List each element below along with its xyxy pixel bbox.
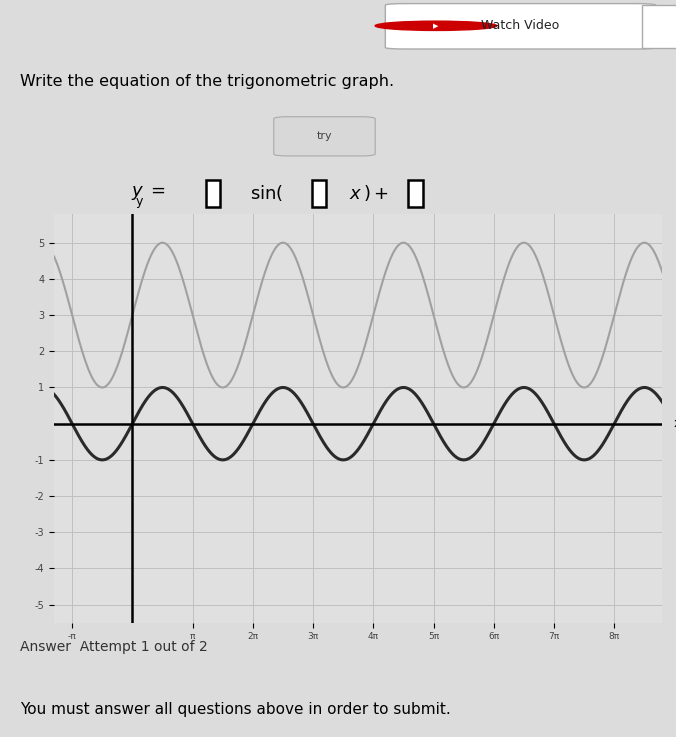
Text: try: try: [316, 131, 333, 142]
Text: You must answer all questions above in order to submit.: You must answer all questions above in o…: [20, 702, 451, 717]
Text: Answer  Attempt 1 out of 2: Answer Attempt 1 out of 2: [20, 640, 208, 654]
Text: $y\;=$: $y\;=$: [131, 184, 166, 202]
FancyBboxPatch shape: [274, 116, 375, 156]
Text: $x\,)+$: $x\,)+$: [349, 183, 388, 203]
Text: Watch Video: Watch Video: [481, 19, 560, 32]
Text: $\mathrm{sin}($: $\mathrm{sin}($: [250, 183, 284, 203]
FancyBboxPatch shape: [642, 4, 676, 48]
Text: y: y: [136, 195, 143, 209]
FancyBboxPatch shape: [385, 4, 656, 49]
Text: x: x: [673, 417, 676, 430]
Text: ▶: ▶: [433, 23, 439, 29]
Circle shape: [375, 21, 497, 30]
Text: Write the equation of the trigonometric graph.: Write the equation of the trigonometric …: [20, 74, 394, 88]
